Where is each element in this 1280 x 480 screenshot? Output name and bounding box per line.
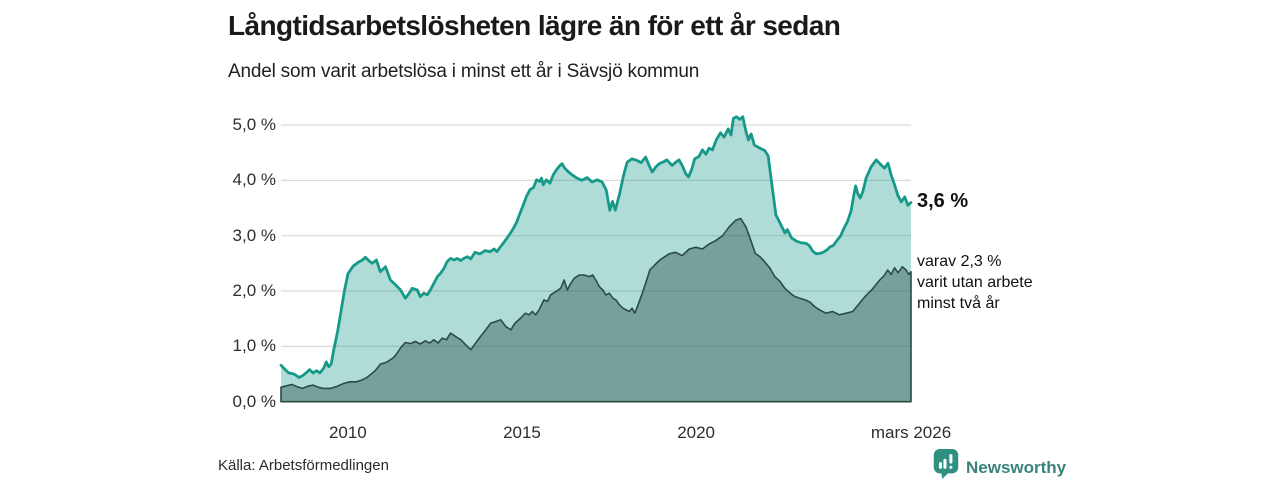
page-subtitle: Andel som varit arbetslösa i minst ett å… xyxy=(228,61,700,82)
x-axis-tick-label: 2020 xyxy=(677,423,716,442)
y-axis-tick-label: 1,0 % xyxy=(232,336,276,356)
x-axis-tick-label: 2015 xyxy=(503,423,541,442)
area-unemployed-one-year xyxy=(281,116,911,402)
y-axis-tick-label: 5,0 % xyxy=(232,115,276,134)
source-credit: Källa: Arbetsförmedlingen xyxy=(218,457,389,474)
secondary-value-annotation: varav 2,3 % varit utan arbete minst två … xyxy=(917,251,1033,314)
y-axis-tick-label: 2,0 % xyxy=(232,281,276,301)
latest-value-annotation: 3,6 % xyxy=(917,190,969,212)
area-unemployed-two-years xyxy=(280,217,912,403)
newsworthy-brand: Newsworthy xyxy=(932,448,1066,480)
secondary-annotation-line2: varit utan arbete xyxy=(917,274,1033,291)
secondary-annotation-line3: minst två år xyxy=(917,295,1000,312)
y-axis-tick-label: 0,0 % xyxy=(232,391,276,411)
x-axis-tick-label: mars 2026 xyxy=(870,423,952,442)
y-axis-tick-label: 4,0 % xyxy=(232,170,276,190)
newsworthy-wordmark: Newsworthy xyxy=(966,457,1067,477)
newsworthy-logo-icon xyxy=(932,448,960,480)
y-axis-tick-label: 3,0 % xyxy=(232,225,276,245)
page-title: Långtidsarbetslösheten lägre än för ett … xyxy=(228,10,841,41)
x-axis-tick-label: 2010 xyxy=(328,423,367,442)
secondary-annotation-line1: varav 2,3 % xyxy=(917,253,1002,270)
line-unemployed-one-year xyxy=(279,115,913,379)
